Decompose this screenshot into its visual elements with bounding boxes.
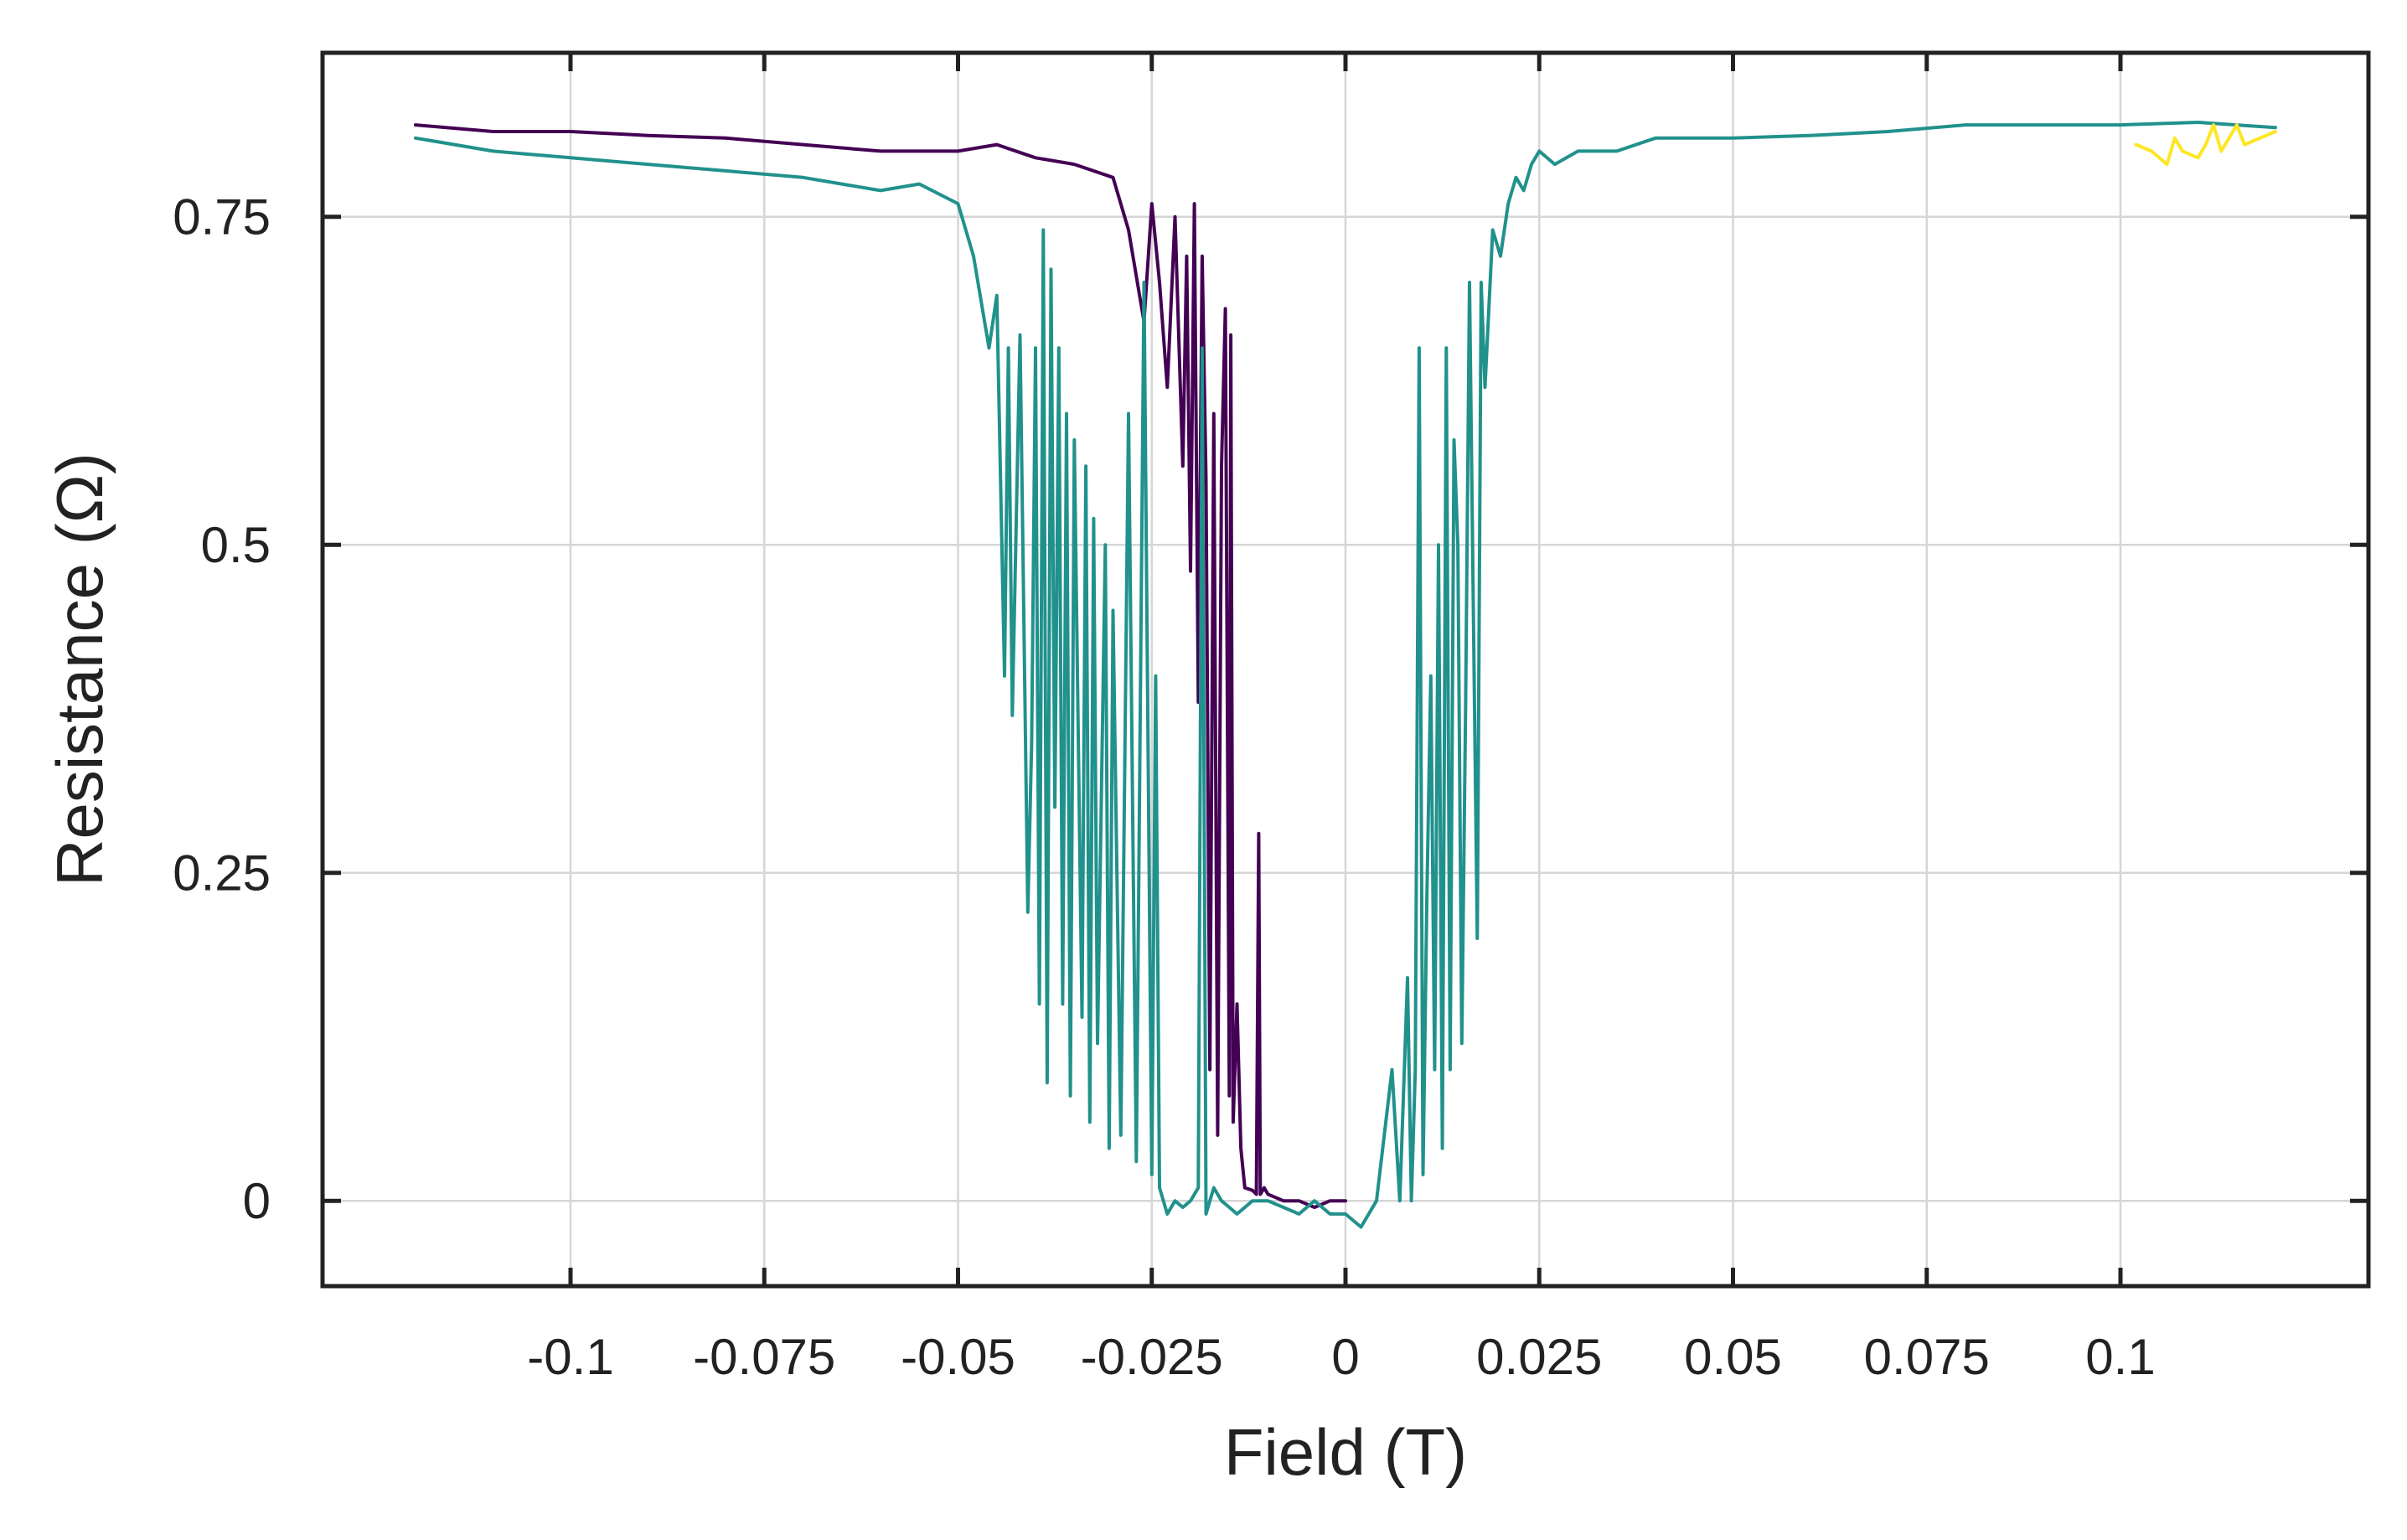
x-tick-label: -0.075 — [693, 1329, 835, 1385]
x-tick-label: 0.05 — [1684, 1329, 1782, 1385]
series-line-1 — [414, 123, 1347, 1209]
x-tick-label: 0 — [1331, 1329, 1359, 1385]
y-tick-label: 0.25 — [173, 845, 271, 902]
x-tick-label: 0.1 — [2085, 1329, 2155, 1385]
x-axis-label: Field (T) — [1224, 1415, 1467, 1489]
y-tick-label: 0.5 — [201, 517, 271, 573]
tick-labels: -0.1 -0.075 -0.05 -0.025 0 0.025 0.05 0.075 0.1 0… — [173, 189, 2155, 1385]
x-tick-label: -0.025 — [1081, 1329, 1223, 1385]
x-tick-label: 0.025 — [1476, 1329, 1602, 1385]
y-tick-label: 0 — [243, 1173, 271, 1229]
plot-series — [414, 121, 2277, 1229]
y-tick-label: 0.75 — [173, 189, 271, 245]
x-tick-label: -0.1 — [527, 1329, 613, 1385]
x-tick-label: -0.05 — [901, 1329, 1015, 1385]
axis-ticks — [323, 53, 2368, 1286]
x-tick-label: 0.075 — [1864, 1329, 1990, 1385]
y-axis-label: Resistance (Ω) — [43, 452, 116, 886]
series-line-2 — [414, 121, 2277, 1229]
series-line-3 — [2134, 123, 2277, 167]
